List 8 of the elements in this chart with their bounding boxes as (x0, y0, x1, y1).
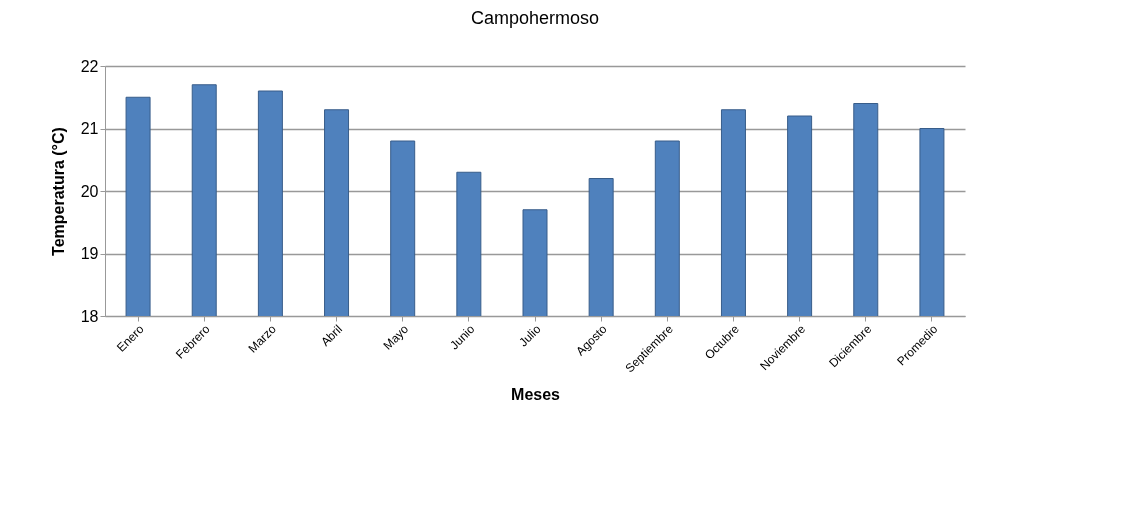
y-axis-title: Temperatura (°C) (49, 127, 67, 256)
y-tick-label: 20 (80, 182, 99, 200)
y-tick-label: 18 (80, 307, 99, 325)
y-tick-label: 22 (80, 57, 99, 75)
x-axis-title: Meses (511, 385, 561, 403)
y-tick-label: 19 (80, 245, 99, 262)
chart-title: Campohermoso (470, 8, 600, 28)
y-tick-label: 21 (80, 120, 99, 137)
